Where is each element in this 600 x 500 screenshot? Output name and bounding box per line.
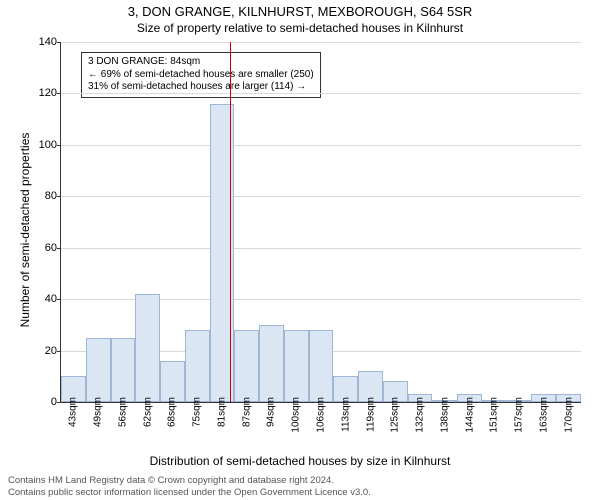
gridline: [61, 42, 581, 43]
histogram-bar: [135, 294, 160, 402]
y-tick-label: 20: [27, 345, 57, 357]
footer-line: Contains HM Land Registry data © Crown c…: [8, 475, 592, 486]
histogram-bar: [111, 338, 136, 402]
page-title: 3, DON GRANGE, KILNHURST, MEXBOROUGH, S6…: [0, 4, 600, 19]
gridline: [61, 93, 581, 94]
y-tick-label: 0: [27, 396, 57, 408]
x-tick-label: 119sqm: [365, 397, 376, 432]
chart-plot-area: 3 DON GRANGE: 84sqm← 69% of semi-detache…: [60, 42, 581, 403]
x-tick-label: 157sqm: [514, 397, 525, 433]
histogram-bar: [185, 330, 210, 402]
x-tick-label: 87sqm: [241, 397, 252, 427]
annotation-line: 3 DON GRANGE: 84sqm: [88, 56, 314, 69]
x-tick-label: 49sqm: [93, 397, 104, 427]
y-tick-label: 140: [27, 36, 57, 48]
gridline: [61, 248, 581, 249]
histogram-bar: [259, 325, 284, 402]
x-tick-label: 125sqm: [390, 397, 401, 433]
footer-attribution: Contains HM Land Registry data © Crown c…: [8, 475, 592, 498]
x-tick-label: 113sqm: [340, 397, 351, 432]
footer-line: Contains public sector information licen…: [8, 487, 592, 498]
gridline: [61, 196, 581, 197]
y-axis-title: Number of semi-detached properties: [18, 20, 32, 440]
annotation-line: 31% of semi-detached houses are larger (…: [88, 81, 314, 94]
x-tick-label: 68sqm: [167, 397, 178, 427]
x-tick-label: 94sqm: [266, 397, 277, 427]
x-tick-label: 151sqm: [489, 397, 500, 433]
y-tick-label: 80: [27, 190, 57, 202]
histogram-bar: [160, 361, 185, 402]
y-tick-label: 100: [27, 139, 57, 151]
histogram-bar: [234, 330, 259, 402]
annotation-line: ← 69% of semi-detached houses are smalle…: [88, 69, 314, 82]
page-subtitle: Size of property relative to semi-detach…: [0, 21, 600, 35]
x-tick-label: 62sqm: [142, 397, 153, 427]
histogram-bar: [86, 338, 111, 402]
annotation-box: 3 DON GRANGE: 84sqm← 69% of semi-detache…: [81, 52, 321, 98]
subject-marker-line: [230, 42, 231, 402]
x-tick-label: 43sqm: [68, 397, 79, 427]
x-tick-label: 100sqm: [291, 397, 302, 433]
x-tick-label: 170sqm: [563, 397, 574, 433]
y-tick-label: 120: [27, 87, 57, 99]
x-tick-label: 138sqm: [439, 397, 450, 433]
x-tick-label: 56sqm: [117, 397, 128, 427]
x-tick-label: 144sqm: [464, 397, 475, 433]
x-tick-label: 81sqm: [216, 397, 227, 427]
y-tick-label: 40: [27, 293, 57, 305]
histogram-bar: [309, 330, 334, 402]
x-tick-label: 132sqm: [415, 397, 426, 433]
x-axis-title: Distribution of semi-detached houses by …: [0, 454, 600, 468]
x-tick-label: 163sqm: [538, 397, 549, 433]
x-tick-label: 75sqm: [192, 397, 203, 427]
y-tick-label: 60: [27, 242, 57, 254]
x-tick-label: 106sqm: [316, 397, 327, 433]
gridline: [61, 145, 581, 146]
histogram-bar: [284, 330, 309, 402]
